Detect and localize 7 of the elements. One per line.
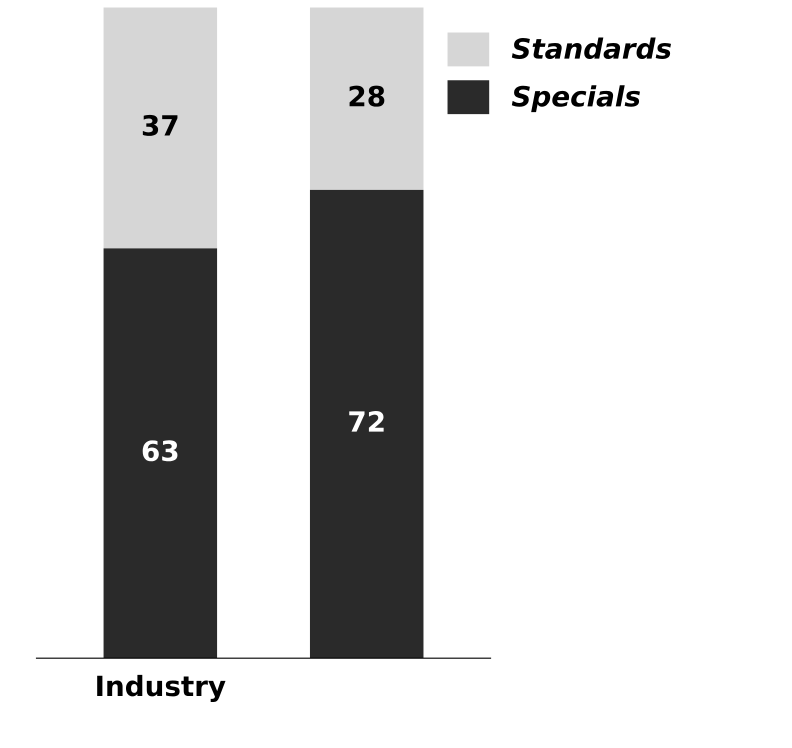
text: 28 [350,86,384,107]
legend-label: Standards [512,37,671,59]
text: 72 [349,411,384,432]
x-tick-label: Industry [97,674,226,702]
text: 37 [142,114,178,136]
text: 63 [142,440,178,462]
legend-label: Specials [512,85,640,112]
